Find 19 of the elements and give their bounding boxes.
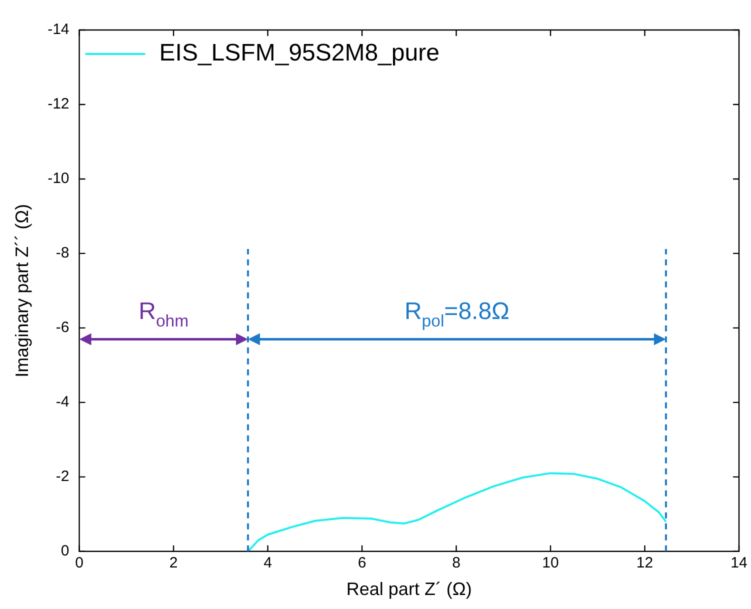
legend-label: EIS_LSFM_95S2M8_pure (159, 40, 440, 67)
y-tick-label: -14 (48, 21, 70, 38)
y-tick-label: -2 (56, 468, 70, 486)
x-tick-label: 10 (542, 554, 559, 572)
y-tick-label: -4 (56, 394, 70, 411)
y-tick-label: -8 (56, 244, 70, 262)
y-tick-label: 0 (60, 542, 70, 560)
y-tick-label: -6 (56, 319, 70, 336)
x-tick-label: 12 (636, 554, 654, 572)
x-tick-label: 0 (75, 554, 84, 572)
x-tick-label: 4 (264, 554, 272, 572)
x-tick-label: 8 (452, 554, 460, 572)
y-tick-label: -12 (48, 96, 70, 113)
y-tick-label: -10 (48, 170, 70, 188)
y-axis-title: Imaginary part Z´´ (Ω) (12, 204, 32, 378)
x-tick-label: 6 (358, 554, 366, 572)
x-tick-label: 14 (730, 554, 748, 572)
x-tick-label: 2 (169, 554, 178, 572)
x-axis-title: Real part Z´ (Ω) (346, 579, 472, 600)
